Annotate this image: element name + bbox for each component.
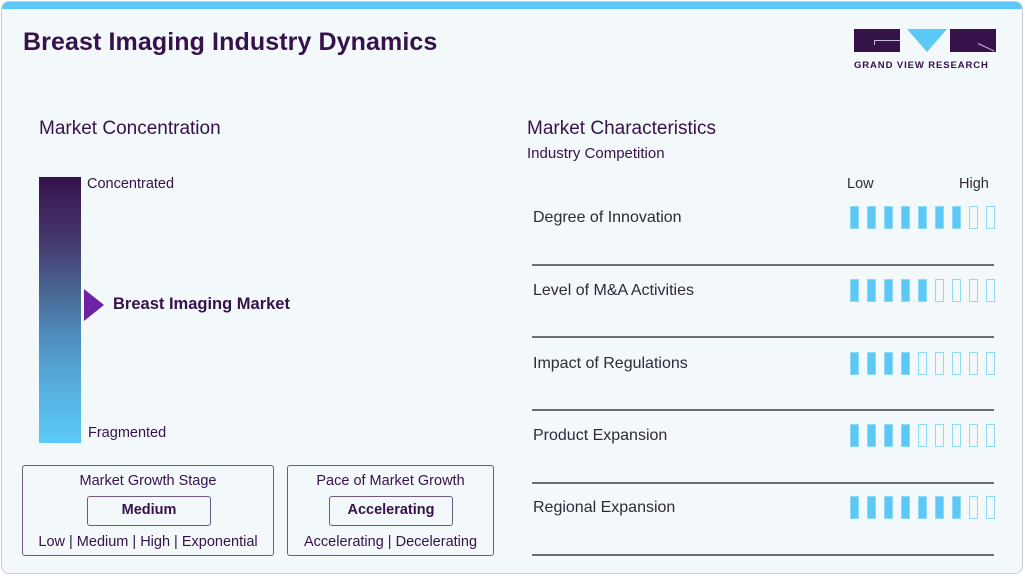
fragmented-label: Fragmented	[88, 425, 167, 441]
level-bar-empty-icon	[986, 352, 995, 375]
level-bar-empty-icon	[986, 279, 995, 302]
market-position-pointer-icon	[84, 289, 104, 321]
logo-v-triangle-icon	[907, 29, 947, 52]
level-bar-filled-icon	[867, 424, 876, 447]
market-growth-stage-box: Market Growth Stage Medium Low | Medium …	[22, 465, 274, 556]
level-bar-filled-icon	[884, 424, 893, 447]
level-bar-filled-icon	[918, 206, 927, 229]
market-characteristics-title: Market Characteristics	[527, 118, 716, 139]
level-bar-empty-icon	[952, 352, 961, 375]
concentration-gradient-scale	[39, 177, 81, 443]
level-bar-filled-icon	[867, 352, 876, 375]
level-bar-filled-icon	[850, 279, 859, 302]
level-bar-filled-icon	[901, 496, 910, 519]
level-bar-filled-icon	[867, 279, 876, 302]
characteristic-row: Degree of Innovation	[532, 206, 995, 278]
level-bar-filled-icon	[952, 496, 961, 519]
level-bar-filled-icon	[935, 206, 944, 229]
level-bar-filled-icon	[850, 496, 859, 519]
level-bar-empty-icon	[935, 352, 944, 375]
logo-g-line	[874, 40, 900, 41]
growth-pace-value: Accelerating	[329, 496, 453, 526]
level-bar-empty-icon	[918, 424, 927, 447]
level-bar-empty-icon	[935, 279, 944, 302]
level-bar-filled-icon	[850, 206, 859, 229]
row-divider	[532, 482, 994, 484]
characteristic-label: Regional Expansion	[533, 499, 676, 516]
characteristic-label: Impact of Regulations	[533, 355, 688, 372]
level-bar-filled-icon	[884, 496, 893, 519]
concentrated-label: Concentrated	[87, 176, 175, 192]
scale-high-label: High	[959, 176, 989, 192]
level-bar-empty-icon	[969, 206, 978, 229]
level-meter	[850, 206, 995, 229]
level-bar-empty-icon	[969, 496, 978, 519]
row-divider	[532, 336, 994, 338]
level-bar-filled-icon	[884, 206, 893, 229]
grand-view-research-logo: GRAND VIEW RESEARCH	[854, 29, 997, 71]
characteristic-label: Degree of Innovation	[533, 209, 682, 226]
level-meter	[850, 424, 995, 447]
level-meter	[850, 496, 995, 519]
level-bar-empty-icon	[935, 424, 944, 447]
characteristic-row: Product Expansion	[532, 424, 995, 496]
level-bar-filled-icon	[918, 279, 927, 302]
level-bar-empty-icon	[952, 279, 961, 302]
characteristic-row: Regional Expansion	[532, 496, 995, 568]
level-bar-empty-icon	[986, 424, 995, 447]
characteristic-row: Level of M&A Activities	[532, 279, 995, 351]
scale-low-label: Low	[847, 176, 874, 192]
level-bar-filled-icon	[867, 496, 876, 519]
level-bar-empty-icon	[969, 424, 978, 447]
level-meter	[850, 279, 995, 302]
level-bar-filled-icon	[935, 496, 944, 519]
growth-pace-title: Pace of Market Growth	[316, 473, 465, 489]
level-bar-filled-icon	[901, 206, 910, 229]
characteristic-row: Impact of Regulations	[532, 352, 995, 424]
top-accent-bar	[2, 2, 1022, 9]
level-bar-empty-icon	[986, 206, 995, 229]
market-concentration-title: Market Concentration	[39, 118, 221, 139]
level-bar-empty-icon	[969, 352, 978, 375]
row-divider	[532, 409, 994, 411]
level-bar-empty-icon	[986, 496, 995, 519]
level-bar-filled-icon	[901, 424, 910, 447]
level-bar-filled-icon	[918, 496, 927, 519]
row-divider	[532, 554, 994, 556]
level-bar-filled-icon	[952, 206, 961, 229]
logo-text: GRAND VIEW RESEARCH	[854, 60, 989, 71]
growth-stage-options: Low | Medium | High | Exponential	[38, 534, 258, 550]
growth-stage-value: Medium	[87, 496, 211, 526]
level-bar-filled-icon	[867, 206, 876, 229]
level-bar-filled-icon	[901, 279, 910, 302]
market-position-label: Breast Imaging Market	[113, 295, 290, 313]
characteristic-label: Level of M&A Activities	[533, 282, 694, 299]
growth-stage-title: Market Growth Stage	[79, 473, 217, 489]
characteristic-label: Product Expansion	[533, 427, 668, 444]
level-bar-filled-icon	[850, 352, 859, 375]
page-title: Breast Imaging Industry Dynamics	[23, 28, 438, 56]
growth-pace-options: Accelerating | Decelerating	[303, 534, 478, 550]
level-bar-empty-icon	[952, 424, 961, 447]
level-bar-empty-icon	[969, 279, 978, 302]
pace-of-growth-box: Pace of Market Growth Accelerating Accel…	[287, 465, 494, 556]
level-bar-filled-icon	[884, 279, 893, 302]
logo-g-line-vertical	[874, 40, 875, 45]
level-bar-filled-icon	[884, 352, 893, 375]
level-bar-empty-icon	[918, 352, 927, 375]
level-bar-filled-icon	[850, 424, 859, 447]
level-meter	[850, 352, 995, 375]
level-bar-filled-icon	[901, 352, 910, 375]
row-divider	[532, 264, 994, 266]
industry-competition-subtitle: Industry Competition	[527, 145, 665, 162]
